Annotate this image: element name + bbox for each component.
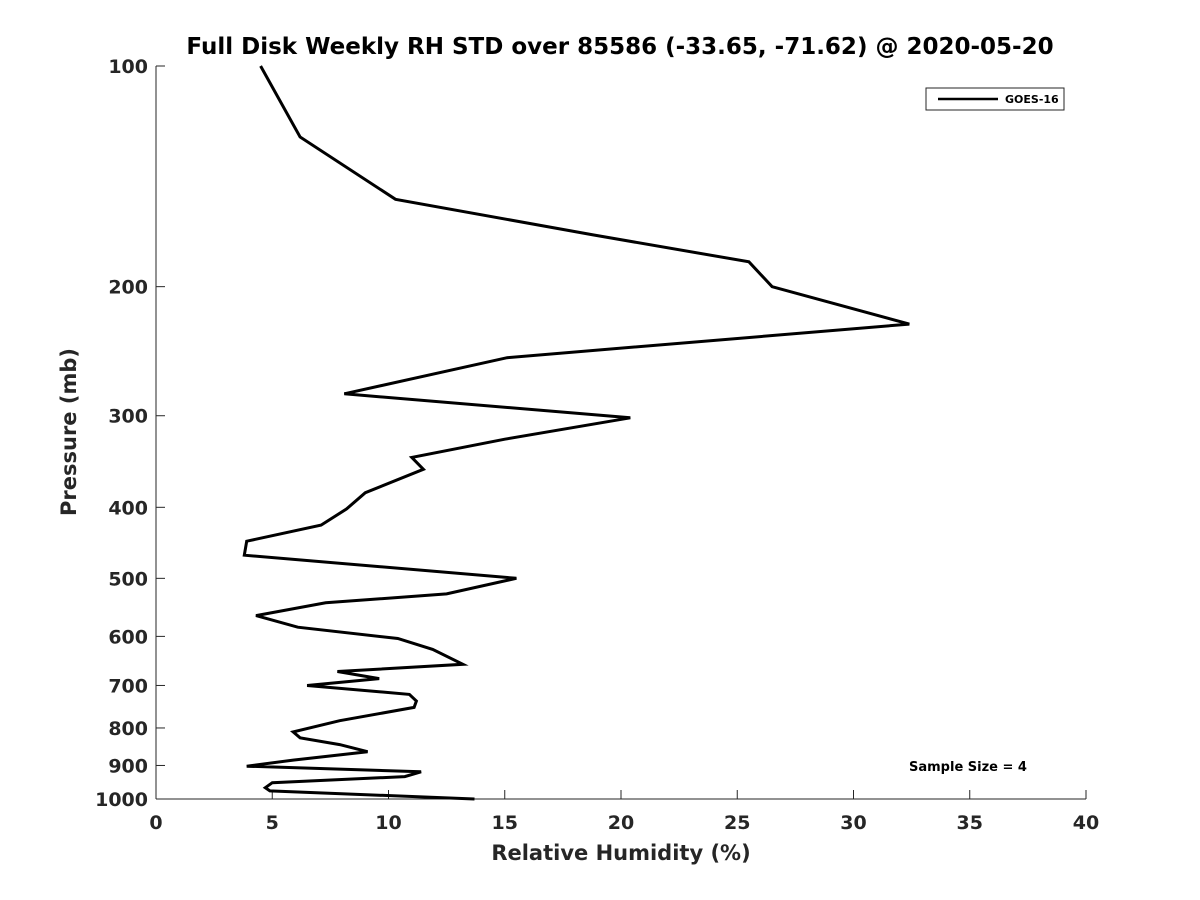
- y-axis-ticks: 100 200 300 400 500 600 700 800 900 1000: [95, 56, 165, 811]
- y-tick-label: 900: [108, 755, 148, 777]
- x-axis-ticks: 0 5 10 15 20 25 30 35 40: [149, 790, 1099, 834]
- y-axis-label: Pressure (mb): [57, 348, 81, 516]
- y-tick-label: 800: [108, 718, 148, 740]
- y-tick-label: 700: [108, 675, 148, 697]
- x-tick-label: 40: [1073, 812, 1099, 834]
- y-tick-label: 100: [108, 56, 148, 78]
- x-tick-label: 35: [957, 812, 983, 834]
- x-tick-label: 5: [266, 812, 279, 834]
- legend-label: GOES-16: [1005, 93, 1059, 106]
- series-line: [242, 65, 910, 801]
- legend: GOES-16: [925, 87, 1065, 111]
- y-tick-label: 300: [108, 406, 148, 428]
- series-layer: [242, 65, 910, 801]
- x-tick-label: 0: [149, 812, 162, 834]
- y-tick-label: 200: [108, 277, 148, 299]
- y-tick-label: 400: [108, 497, 148, 519]
- x-tick-label: 15: [492, 812, 518, 834]
- x-axis-label: Relative Humidity (%): [491, 841, 750, 865]
- sample-size-annotation: Sample Size = 4: [909, 760, 1027, 775]
- plot-area: [155, 66, 1086, 800]
- x-tick-label: 20: [608, 812, 634, 834]
- y-tick-label: 1000: [95, 789, 148, 811]
- x-tick-label: 30: [840, 812, 866, 834]
- y-tick-label: 500: [108, 568, 148, 590]
- x-tick-label: 25: [724, 812, 750, 834]
- x-tick-label: 10: [375, 812, 401, 834]
- chart-title: Full Disk Weekly RH STD over 85586 (-33.…: [186, 34, 1053, 60]
- y-tick-label: 600: [108, 626, 148, 648]
